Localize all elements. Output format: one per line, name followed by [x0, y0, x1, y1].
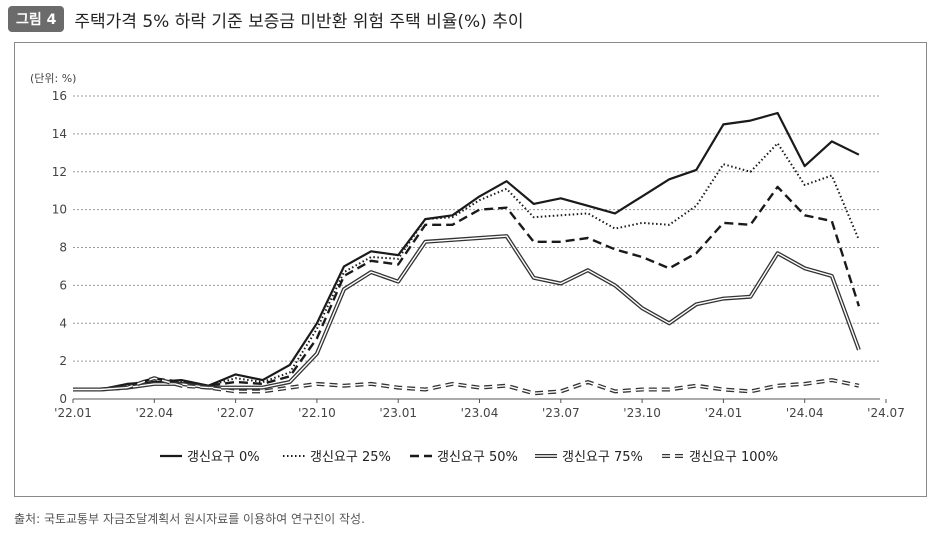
legend-label: 갱신요구 0% — [187, 450, 260, 465]
legend-item: 갱신요구 50% — [410, 450, 518, 465]
x-tick-label: '22.04 — [135, 406, 173, 420]
x-tick-label: '24.07 — [867, 406, 905, 420]
series-path — [73, 234, 861, 392]
series-line — [73, 142, 860, 391]
y-tick-label: 4 — [59, 316, 67, 330]
legend: 갱신요구 0% 갱신요구 25% 갱신요구 50% 갱신요구 75% 갱신요구 100% — [160, 450, 778, 465]
x-tick-label: '23.04 — [461, 406, 499, 420]
figure-badge: 그림 4 — [8, 6, 65, 32]
y-tick-label: 14 — [52, 127, 67, 141]
y-tick-label: 10 — [52, 203, 67, 217]
x-tick-label: '22.01 — [54, 406, 92, 420]
source-note: 출처: 국토교통부 자금조달계획서 원시자료를 이용하여 연구진이 작성. — [14, 512, 365, 526]
unit-label: (단위: %) — [30, 72, 77, 85]
x-tick-label: '23.07 — [542, 406, 580, 420]
legend-item: 갱신요구 100% — [662, 450, 778, 465]
legend-item: 갱신요구 25% — [283, 450, 391, 465]
y-tick-label: 8 — [59, 241, 67, 255]
y-tick-label: 0 — [59, 392, 67, 406]
x-tick-label: '23.10 — [623, 406, 661, 420]
legend-label: 갱신요구 100% — [689, 450, 778, 465]
legend-item: 갱신요구 75% — [535, 450, 643, 465]
legend-item: 갱신요구 0% — [160, 450, 260, 465]
x-tick-label: '23.01 — [379, 406, 417, 420]
y-tick-label: 16 — [52, 89, 67, 103]
y-tick-label: 12 — [52, 165, 67, 179]
figure-header: 그림 4 주택가격 5% 하락 기준 보증금 미반환 위험 주택 비율(%) 추… — [8, 6, 524, 32]
series-path — [73, 235, 860, 391]
series-lines — [73, 111, 861, 396]
x-axis: '22.01 '22.04 '22.07 '22.10 '23.01 '23.04 '23.… — [54, 399, 905, 420]
chart-frame — [14, 42, 927, 497]
legend-label: 갱신요구 75% — [562, 450, 643, 465]
y-tick-label: 6 — [59, 278, 67, 292]
series-line — [73, 111, 860, 391]
series-line — [73, 234, 861, 392]
x-tick-label: '22.07 — [217, 406, 255, 420]
y-tick-label: 2 — [59, 354, 67, 368]
figure-title: 주택가격 5% 하락 기준 보증금 미반환 위험 주택 비율(%) 추이 — [74, 11, 524, 32]
series-path — [73, 185, 861, 391]
series-path — [73, 377, 860, 394]
legend-label: 갱신요구 25% — [310, 450, 391, 465]
x-tick-label: '22.10 — [298, 406, 336, 420]
gridlines — [73, 95, 880, 400]
series-line — [73, 376, 860, 396]
x-tick-label: '24.01 — [705, 406, 743, 420]
series-line — [73, 185, 861, 391]
y-axis: 0 2 4 6 8 10 12 14 16 — [52, 89, 67, 406]
series-path — [73, 111, 860, 391]
x-tick-label: '24.04 — [786, 406, 824, 420]
legend-label: 갱신요구 50% — [437, 450, 518, 465]
series-path — [73, 142, 860, 391]
